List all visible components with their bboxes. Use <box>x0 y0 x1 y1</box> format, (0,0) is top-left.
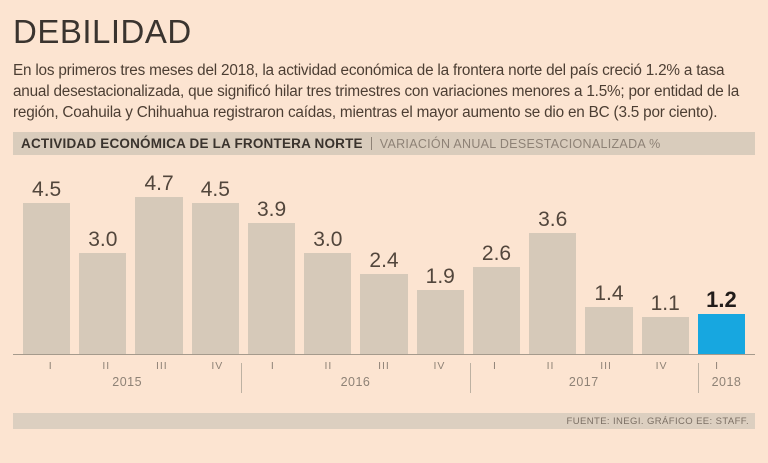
bar <box>585 307 633 354</box>
bar-value-label: 3.6 <box>538 208 568 231</box>
year-group-separator <box>697 363 699 393</box>
bars-area: 4.5 3.0 4.7 4.5 3.9 3.0 2.4 1.9 2.6 3.6 1.4 1.1 1.2 <box>13 155 755 355</box>
chart-subtitle: VARIACIÓN ANUAL DESESTACIONALIZADA % <box>379 136 661 151</box>
bar <box>247 223 296 354</box>
quarter-label: IV <box>655 360 668 372</box>
bar <box>304 253 352 354</box>
bar-value-label: 4.5 <box>200 178 230 201</box>
quarter-label: I <box>48 360 53 372</box>
bar <box>529 233 577 354</box>
quarter-label: II <box>102 360 111 372</box>
bar-value-label: 2.4 <box>369 249 399 272</box>
bar <box>79 253 127 354</box>
bar-value-label: 1.1 <box>650 292 680 315</box>
bar <box>697 314 746 354</box>
bar-value-label: 3.0 <box>313 228 343 251</box>
quarter-label: IV <box>433 360 446 372</box>
year-group-separator <box>469 363 471 393</box>
chart-title: ACTIVIDAD ECONÓMICA DE LA FRONTERA NORTE <box>21 136 363 151</box>
year-label: 2017 <box>568 375 599 389</box>
bar-value-label: 4.7 <box>144 172 174 195</box>
bar-value-label: 1.2 <box>706 287 737 312</box>
bar-value-label: 1.9 <box>425 265 455 288</box>
bar-column: 1.4 <box>585 282 633 354</box>
bar-column: 1.2 <box>697 287 746 354</box>
quarter-label: IV <box>211 360 224 372</box>
quarter-label: III <box>600 360 612 372</box>
year-group-separator <box>241 363 243 393</box>
bar-value-label: 1.4 <box>594 282 624 305</box>
bar-column: 4.5 <box>23 178 71 354</box>
year-label: 2018 <box>711 375 742 389</box>
header-divider <box>370 137 372 150</box>
bar-column: 1.1 <box>641 292 689 354</box>
bar-column: 4.7 <box>135 172 183 354</box>
source-text: FUENTE: INEGI. GRÁFICO EE: STAFF. <box>566 415 749 427</box>
bar-column: 3.6 <box>529 208 577 354</box>
quarter-label: I <box>270 360 275 372</box>
bar-column: 3.0 <box>304 228 352 354</box>
bar <box>416 290 464 354</box>
page-title: DEBILIDAD <box>13 13 192 50</box>
bar <box>135 197 183 354</box>
bar <box>360 274 408 354</box>
quarter-label: III <box>155 360 168 372</box>
source-bar: FUENTE: INEGI. GRÁFICO EE: STAFF. <box>13 413 755 429</box>
bar-column: 2.4 <box>360 249 408 354</box>
bar-column: 3.0 <box>79 228 127 354</box>
bar <box>641 317 689 354</box>
bar-value-label: 4.5 <box>32 178 62 201</box>
quarter-labels-row: I II III IV I II III IV I II III IV I <box>13 360 755 372</box>
quarter-label: II <box>546 360 555 372</box>
bar <box>472 267 521 354</box>
bar-column: 3.9 <box>247 198 296 354</box>
quarter-label: I <box>715 360 720 372</box>
year-label: 2016 <box>340 375 371 389</box>
bar-value-label: 3.9 <box>256 198 287 221</box>
x-axis: I II III IV I II III IV I II III IV I 2015 2016 2017 20… <box>13 360 755 400</box>
year-label: 2015 <box>112 375 143 389</box>
bar-column: 4.5 <box>191 178 239 354</box>
quarter-label: I <box>493 360 497 372</box>
quarter-label: III <box>378 360 390 372</box>
quarter-label: II <box>324 360 333 372</box>
bar-value-label: 2.6 <box>481 242 512 265</box>
year-labels-row: 2015 2016 2017 2018 <box>13 375 755 389</box>
bar <box>191 203 239 354</box>
chart-header-bar: ACTIVIDAD ECONÓMICA DE LA FRONTERA NORTE… <box>13 132 755 155</box>
bar <box>23 203 71 354</box>
bar-column: 1.9 <box>416 265 464 354</box>
bar-chart: 4.5 3.0 4.7 4.5 3.9 3.0 2.4 1.9 2.6 3.6 1.4 1.1 1.2 … <box>13 155 755 400</box>
bar-value-label: 3.0 <box>88 228 118 251</box>
bar-column: 2.6 <box>472 242 521 354</box>
description-paragraph: En los primeros tres meses del 2018, la … <box>13 62 740 121</box>
